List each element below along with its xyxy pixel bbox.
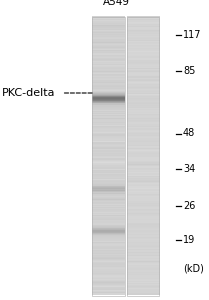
Bar (92, 16, 125, 296)
Text: (kD): (kD) (183, 263, 204, 274)
Text: 19: 19 (183, 235, 195, 245)
Text: 26: 26 (183, 200, 195, 211)
Text: A549: A549 (102, 0, 130, 7)
Text: 117: 117 (183, 29, 201, 40)
Text: 34: 34 (183, 164, 195, 175)
Text: 48: 48 (183, 128, 195, 139)
Text: PKC-delta: PKC-delta (2, 88, 56, 98)
Text: 85: 85 (183, 65, 195, 76)
Bar (127, 16, 159, 296)
